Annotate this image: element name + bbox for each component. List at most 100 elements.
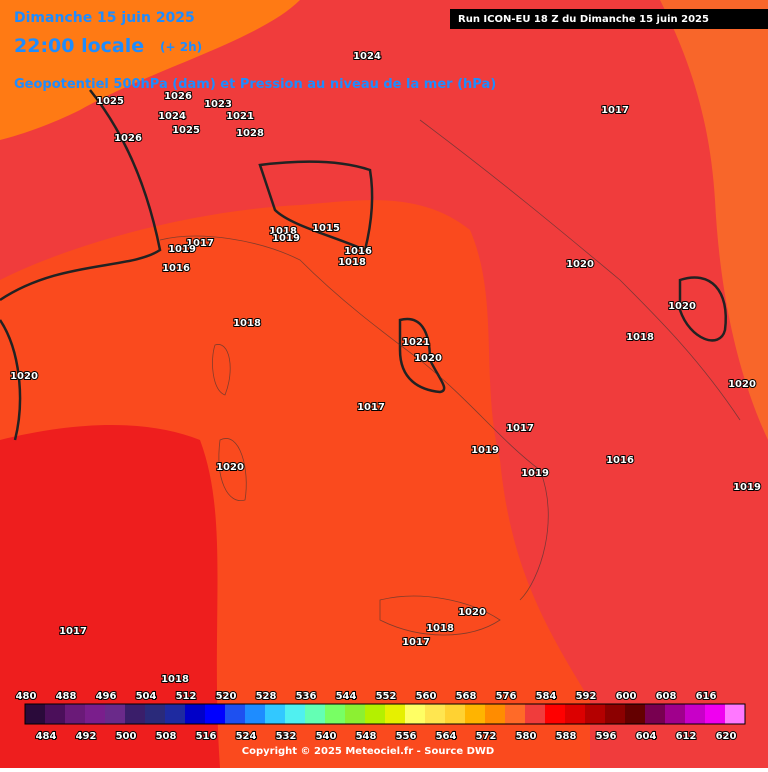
pressure-label: 1026 (114, 133, 142, 144)
pressure-label: 1017 (601, 105, 629, 116)
isobar (0, 89, 162, 302)
legend-swatch (225, 704, 245, 724)
legend-swatch (325, 704, 345, 724)
legend-label: 536 (296, 691, 317, 702)
legend-swatch (305, 704, 325, 724)
pressure-label: 1018 (626, 332, 654, 343)
pressure-label: 1019 (733, 482, 761, 493)
isobar (398, 317, 446, 394)
legend-label: 564 (436, 731, 457, 742)
legend-label: 556 (396, 731, 417, 742)
legend-swatch (625, 704, 645, 724)
legend-label: 548 (356, 731, 377, 742)
legend-label: 508 (156, 731, 177, 742)
pressure-label: 1020 (458, 607, 486, 618)
pressure-label: 1025 (96, 96, 124, 107)
legend-label: 500 (116, 731, 137, 742)
legend-swatch (45, 704, 65, 724)
legend-swatch (385, 704, 405, 724)
legend-swatch (165, 704, 185, 724)
isobar (678, 276, 728, 342)
pressure-label: 1019 (521, 468, 549, 479)
legend-swatch (205, 704, 225, 724)
pressure-label: 1020 (216, 462, 244, 473)
legend-label: 484 (36, 731, 57, 742)
coastline (379, 595, 501, 636)
legend-swatch (545, 704, 565, 724)
pressure-label: 1016 (606, 455, 634, 466)
pressure-label: 1020 (668, 301, 696, 312)
legend-label: 512 (176, 691, 197, 702)
legend-label: 540 (316, 731, 337, 742)
contours (0, 89, 728, 441)
legend-label: 496 (96, 691, 117, 702)
legend-swatch (665, 704, 685, 724)
field-red-sw (0, 425, 220, 768)
legend-label: 576 (496, 691, 517, 702)
pressure-label: 1017 (402, 637, 430, 648)
pressure-label: 1020 (728, 379, 756, 390)
legend-label: 600 (616, 691, 637, 702)
date: Dimanche 15 juin 2025 (14, 10, 195, 26)
legend-label: 604 (636, 731, 657, 742)
legend-swatch (25, 704, 45, 724)
legend-swatch (265, 704, 285, 724)
legend-label: 596 (596, 731, 617, 742)
pressure-label: 1018 (161, 674, 189, 685)
run-banner (450, 9, 768, 29)
legend-swatch (125, 704, 145, 724)
offset: (+ 2h) (160, 40, 202, 54)
legend-label: 516 (196, 731, 217, 742)
coastline (159, 235, 549, 601)
legend-swatch (365, 704, 385, 724)
pressure-label: 1016 (162, 263, 190, 274)
legend-swatch (485, 704, 505, 724)
isobar (258, 160, 374, 252)
pressure-label: 1018 (338, 257, 366, 268)
coastline (218, 438, 247, 502)
legend-label: 488 (56, 691, 77, 702)
legend-swatch (405, 704, 425, 724)
legend-label: 528 (256, 691, 277, 702)
legend-swatch (705, 704, 725, 724)
pressure-label: 1021 (226, 111, 254, 122)
legend-swatch (245, 704, 265, 724)
pressure-label: 1018 (233, 318, 261, 329)
legend-label: 580 (516, 731, 537, 742)
pressure-label: 1024 (353, 51, 381, 62)
legend-swatch (585, 704, 605, 724)
legend-label: 520 (216, 691, 237, 702)
legend-label: 572 (476, 731, 497, 742)
field-orange-nw (0, 0, 300, 140)
legend-label: 544 (336, 691, 357, 702)
run-label: Run ICON-EU 18 Z du Dimanche 15 juin 202… (458, 14, 709, 25)
pressure-label: 1019 (272, 233, 300, 244)
legend-swatch (685, 704, 705, 724)
pressure-label: 1025 (172, 125, 200, 136)
legend-swatch (505, 704, 525, 724)
legend-label: 492 (76, 731, 97, 742)
legend-swatch (525, 704, 545, 724)
pressure-label: 1017 (506, 423, 534, 434)
coastlines (159, 119, 741, 636)
legend-swatch (445, 704, 465, 724)
pressure-label: 1019 (471, 445, 499, 456)
legend-swatch (85, 704, 105, 724)
legend-swatch (645, 704, 665, 724)
legend-label: 584 (536, 691, 557, 702)
isobar (0, 319, 22, 441)
time: 22:00 locale (14, 35, 144, 57)
pressure-label: 1020 (414, 353, 442, 364)
pressure-label: 1015 (312, 223, 340, 234)
legend-label: 524 (236, 731, 257, 742)
pressure-label: 1018 (426, 623, 454, 634)
legend-swatch (285, 704, 305, 724)
pressure-label: 1020 (566, 259, 594, 270)
legend-label: 592 (576, 691, 597, 702)
legend-frame (24, 703, 746, 725)
legend-swatch (105, 704, 125, 724)
legend-swatch (185, 704, 205, 724)
pressure-label: 1024 (158, 111, 186, 122)
pressure-label: 1019 (168, 244, 196, 255)
